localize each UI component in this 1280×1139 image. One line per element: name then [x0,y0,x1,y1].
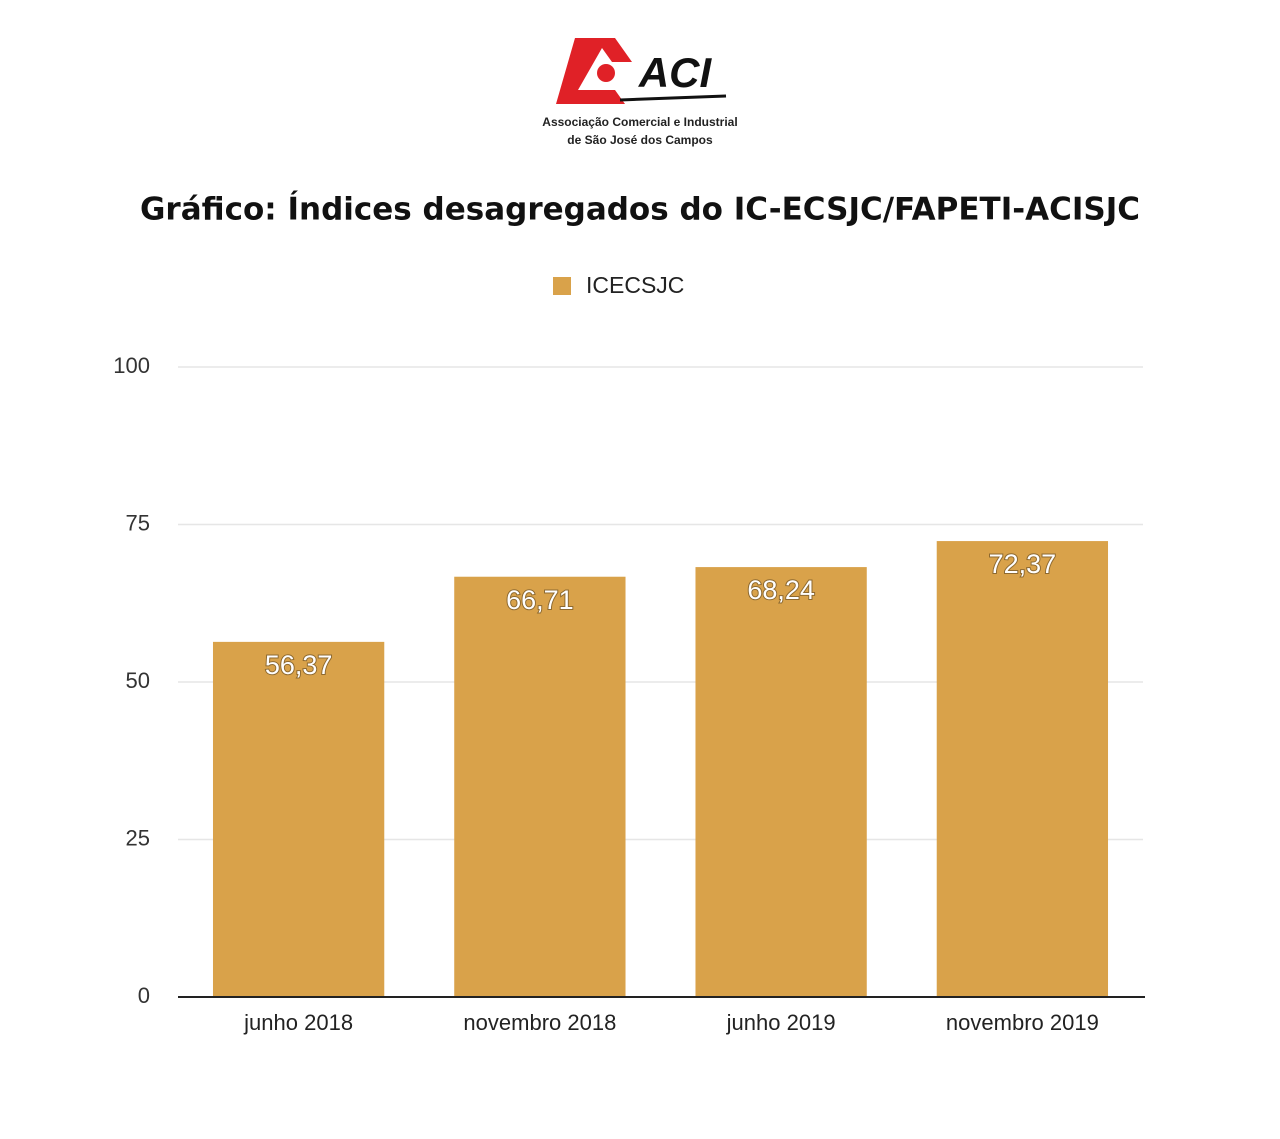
bar [212,641,385,997]
logo-rule [619,94,727,102]
y-tick-label: 0 [138,983,150,1008]
value-label: 66,71 [506,585,574,615]
logo-name: ACI [638,49,713,96]
x-tick-label: novembro 2018 [463,1010,616,1035]
y-tick-label: 75 [126,510,150,535]
legend-label: ICECSJC [586,272,684,298]
logo-dot [597,64,615,82]
bar [695,567,867,997]
y-tick-label: 50 [126,668,150,693]
x-tick-label: novembro 2019 [946,1010,1099,1035]
chart-title: Gráfico: Índices desagregados do IC-ECSJ… [140,192,1140,228]
legend-swatch [553,277,571,295]
logo-line: Associação Comercial e Industrial [542,115,737,129]
y-tick-label: 25 [126,825,150,850]
value-label: 72,37 [989,549,1057,579]
logo: ACI Associação Comercial e Industrial de… [542,38,738,147]
logo-mark [556,38,632,104]
value-label: 68,24 [747,575,815,605]
x-tick-label: junho 2019 [726,1010,836,1035]
bar [454,576,626,997]
value-label: 56,37 [265,650,333,680]
y-tick-label: 100 [113,353,150,378]
x-tick-label: junho 2018 [243,1010,353,1035]
bar [936,541,1109,997]
logo-line: de São José dos Campos [567,133,713,147]
